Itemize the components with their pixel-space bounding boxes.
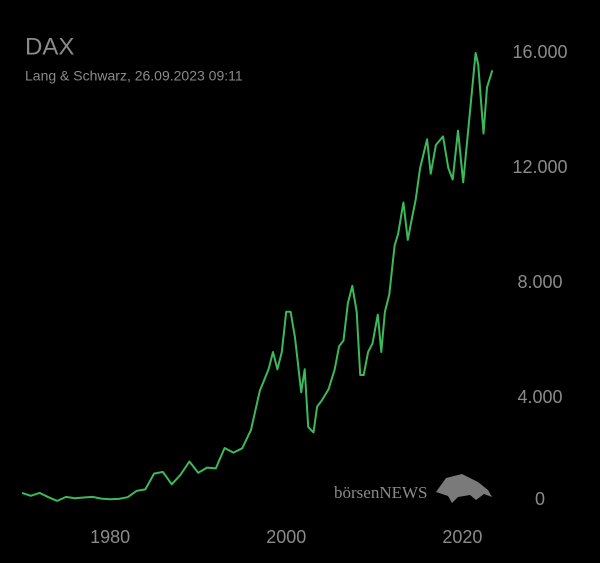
chart-subtitle: Lang & Schwarz, 26.09.2023 09:11	[25, 68, 243, 84]
y-tick-label: 8.000	[517, 272, 562, 292]
x-tick-label: 2020	[442, 527, 482, 547]
data-line	[21, 52, 494, 502]
y-tick-label: 12.000	[512, 157, 567, 177]
y-tick-label: 16.000	[512, 42, 567, 62]
watermark: börsenNEWS	[334, 483, 427, 502]
x-tick-label: 1980	[90, 527, 130, 547]
y-tick-label: 0	[535, 489, 545, 509]
bull-icon	[436, 474, 492, 503]
x-tick-label: 2000	[266, 527, 306, 547]
y-tick-label: 4.000	[517, 387, 562, 407]
chart-title: DAX	[25, 33, 74, 60]
